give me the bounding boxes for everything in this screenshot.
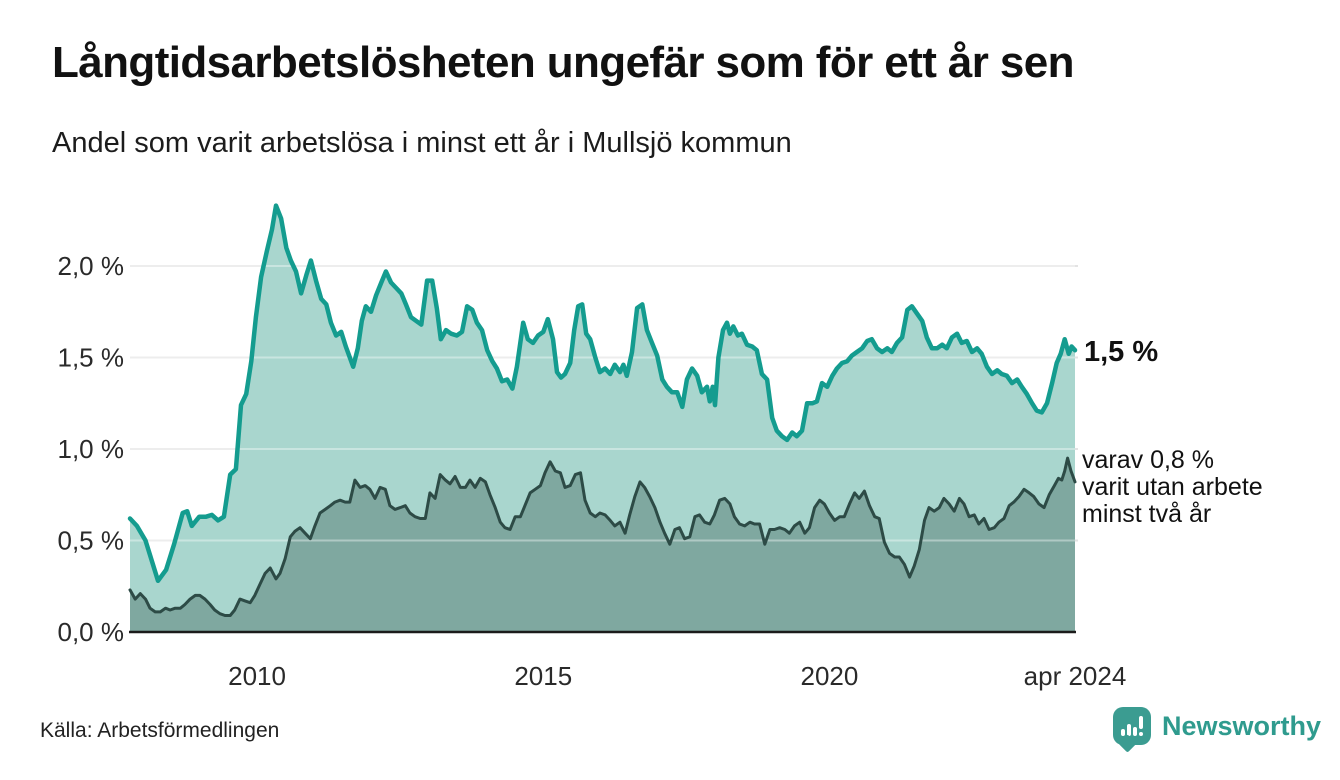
series-area-2 [130, 458, 1075, 632]
x-tick-label: 2015 [514, 661, 572, 691]
source-note: Källa: Arbetsförmedlingen [40, 719, 280, 742]
y-tick-label: 2,0 % [58, 251, 125, 281]
series-line-2 [128, 456, 1077, 617]
logo-exclamation-dot-icon [1139, 732, 1143, 736]
secondary-annotation-line1: varav 0,8 % [1082, 446, 1215, 474]
y-tick-label: 0,0 % [58, 617, 125, 647]
y-tick-label: 0,5 % [58, 526, 125, 556]
secondary-annotation-line3: minst två år [1082, 500, 1212, 528]
logo-exclamation-icon [1139, 716, 1143, 729]
brand-name: Newsworthy [1162, 710, 1322, 741]
x-tick-label: apr 2024 [1024, 661, 1127, 691]
newsworthy-logo: Newsworthy [1113, 707, 1321, 745]
series-line-1 [127, 203, 1078, 584]
secondary-annotation-line2: varit utan arbete [1082, 473, 1263, 501]
x-tick-label: 2010 [228, 661, 286, 691]
y-tick-label: 1,0 % [58, 434, 125, 464]
y-tick-label: 1,5 % [58, 343, 125, 373]
page-title: Långtidsarbetslösheten ungefär som för e… [52, 38, 1075, 87]
x-tick-label: 2020 [801, 661, 859, 691]
chart-subtitle: Andel som varit arbetslösa i minst ett å… [52, 127, 792, 159]
logo-bar-icon [1121, 729, 1125, 736]
secondary-series-annotation: varav 0,8 % varit utan arbete minst två … [1082, 447, 1263, 528]
logo-bar-icon [1133, 727, 1137, 736]
latest-value-label: 1,5 % [1084, 336, 1159, 368]
newsworthy-badge-icon [1113, 707, 1151, 745]
logo-bar-icon [1127, 724, 1131, 736]
